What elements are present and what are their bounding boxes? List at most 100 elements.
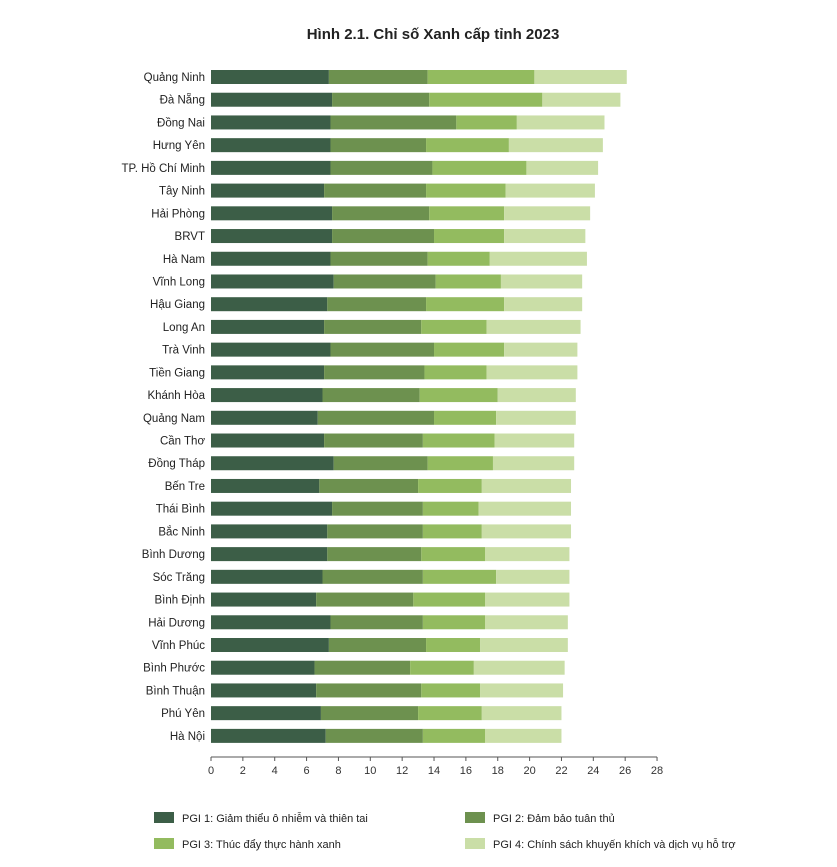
bar-segment-pgi1 <box>211 547 328 562</box>
bar-segment-pgi3 <box>421 683 481 698</box>
bar-segment-pgi3 <box>422 569 497 584</box>
bar-segment-pgi3 <box>410 660 474 675</box>
bar-segment-pgi3 <box>421 547 485 562</box>
bar-segment-pgi2 <box>327 297 427 312</box>
bar-segment-pgi2 <box>319 478 419 493</box>
bar-segment-pgi2 <box>332 229 435 244</box>
x-tick-label: 10 <box>364 765 376 777</box>
bar-segment-pgi3 <box>418 478 482 493</box>
bar-segment-pgi3 <box>434 410 497 425</box>
category-label: Bến Tre <box>165 481 205 493</box>
category-label: Tiền Giang <box>149 367 205 379</box>
bar-segment-pgi1 <box>211 501 333 516</box>
bar-segment-pgi4 <box>489 251 587 266</box>
bar-segment-pgi2 <box>330 251 428 266</box>
x-tick-label: 20 <box>523 765 535 777</box>
x-tick-label: 16 <box>460 765 472 777</box>
category-label: Đồng Nai <box>157 117 205 129</box>
bar-segment-pgi4 <box>497 388 576 403</box>
bar-segment-pgi3 <box>456 115 517 130</box>
bar-segment-pgi3 <box>426 297 505 312</box>
bar-segment-pgi1 <box>211 342 331 357</box>
bar-segment-pgi2 <box>320 706 419 721</box>
category-label: TP. Hồ Chí Minh <box>121 163 205 175</box>
bar-segment-pgi2 <box>322 388 420 403</box>
x-tick-label: 4 <box>272 765 278 777</box>
bar-segment-pgi2 <box>332 501 423 516</box>
bar-segment-pgi1 <box>211 183 325 198</box>
category-label: Hà Nội <box>170 731 205 743</box>
bar-segment-pgi4 <box>473 660 565 675</box>
category-label: Bình Phước <box>143 663 205 675</box>
bar-segment-pgi3 <box>434 342 505 357</box>
bar-segment-pgi3 <box>427 70 535 84</box>
x-tick-label: 26 <box>619 765 631 777</box>
bar-segment-pgi3 <box>426 183 506 198</box>
x-axis: 0 2 4 6 8 10 12 14 16 18 20 22 24 26 28 <box>208 756 663 777</box>
bar-segment-pgi4 <box>508 138 603 153</box>
bar-segment-pgi3 <box>434 229 505 244</box>
category-label: Vĩnh Long <box>153 276 205 288</box>
category-labels: Quảng Ninh Đà Nẵng Đồng Nai Hưng Yên TP. Hồ … <box>121 72 205 743</box>
bar-segment-pgi3 <box>422 501 479 516</box>
bar-segment-pgi4 <box>500 274 583 289</box>
bar-segment-pgi1 <box>211 229 333 244</box>
category-label: Bình Thuận <box>146 685 205 697</box>
x-tick-label: 6 <box>304 765 310 777</box>
bar-segment-pgi1 <box>211 433 325 448</box>
bar-segment-pgi1 <box>211 115 331 130</box>
bar-segment-pgi3 <box>429 92 543 107</box>
category-label: Khánh Hòa <box>147 390 205 402</box>
bar-segment-pgi4 <box>494 433 575 448</box>
category-label: Hải Phòng <box>151 208 205 220</box>
bar-segment-pgi3 <box>422 433 495 448</box>
legend-label-pgi2: PGI 2: Đảm bảo tuân thủ <box>493 813 615 825</box>
category-label: Sóc Trăng <box>153 572 205 584</box>
bar-segment-pgi2 <box>324 365 425 380</box>
bar-segment-pgi1 <box>211 683 317 698</box>
category-label: Long An <box>163 322 205 334</box>
bar-segment-pgi2 <box>333 456 428 471</box>
bar-segment-pgi4 <box>481 524 572 539</box>
x-tick-label: 24 <box>587 765 599 777</box>
x-tick-label: 2 <box>240 765 246 777</box>
bars-group <box>211 70 627 743</box>
category-label: Hưng Yên <box>153 140 205 152</box>
bar-segment-pgi2 <box>330 160 433 175</box>
bar-segment-pgi2 <box>316 683 422 698</box>
bar-segment-pgi4 <box>504 206 591 221</box>
bar-segment-pgi1 <box>211 524 328 539</box>
legend-label-pgi3: PGI 3: Thúc đẩy thực hành xanh <box>182 839 341 851</box>
legend-swatch-pgi2 <box>465 812 485 823</box>
bar-segment-pgi2 <box>330 615 423 630</box>
bar-segment-pgi3 <box>426 638 481 652</box>
bar-segment-pgi4 <box>480 638 568 652</box>
category-label: Đồng Tháp <box>148 458 205 470</box>
bar-segment-pgi2 <box>322 569 423 584</box>
bar-segment-pgi1 <box>211 388 323 403</box>
bar-segment-pgi4 <box>526 160 599 175</box>
bar-segment-pgi1 <box>211 569 323 584</box>
bar-segment-pgi1 <box>211 728 326 743</box>
bar-segment-pgi4 <box>542 92 621 107</box>
bar-segment-pgi2 <box>325 728 423 743</box>
bar-segment-pgi1 <box>211 706 321 721</box>
bar-segment-pgi2 <box>332 92 430 107</box>
x-tick-label: 28 <box>651 765 663 777</box>
bar-segment-pgi3 <box>426 138 509 153</box>
bar-segment-pgi2 <box>328 70 428 84</box>
bar-segment-pgi1 <box>211 251 331 266</box>
category-label: Quảng Nam <box>143 413 205 425</box>
bar-segment-pgi2 <box>333 274 436 289</box>
bar-segment-pgi3 <box>421 319 487 334</box>
bar-segment-pgi3 <box>422 524 482 539</box>
bar-segment-pgi2 <box>332 206 430 221</box>
chart-title: Hình 2.1. Chỉ số Xanh cấp tỉnh 2023 <box>307 26 560 43</box>
bar-segment-pgi1 <box>211 92 333 107</box>
x-tick-label: 12 <box>396 765 408 777</box>
bar-segment-pgi3 <box>413 592 485 607</box>
bar-segment-pgi2 <box>330 115 457 130</box>
bar-segment-pgi2 <box>324 319 422 334</box>
bar-segment-pgi2 <box>324 183 427 198</box>
